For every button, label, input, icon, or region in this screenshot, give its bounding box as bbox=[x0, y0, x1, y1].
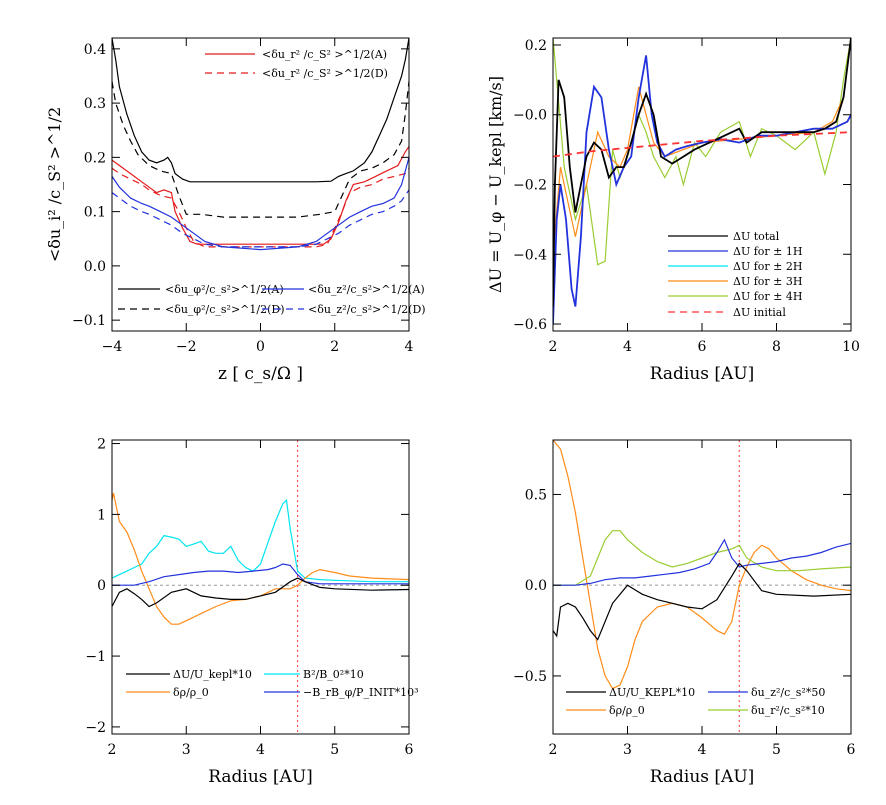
x-axis-label: z [ c_s/Ω ] bbox=[218, 364, 303, 384]
y-tick-label: 0.0 bbox=[525, 578, 547, 594]
series-line bbox=[112, 167, 409, 248]
x-tick-label: 6 bbox=[847, 742, 856, 758]
x-tick-label: 4 bbox=[698, 742, 707, 758]
legend-label: −B_rB_φ/P_INIT*10³ bbox=[303, 686, 419, 699]
x-tick-label: −2 bbox=[176, 339, 197, 355]
x-tick-label: 10 bbox=[842, 339, 860, 355]
x-tick-label: 0 bbox=[256, 339, 265, 355]
x-axis-label: Radius [AU] bbox=[650, 364, 755, 384]
series-line bbox=[112, 157, 409, 251]
series-line bbox=[112, 563, 409, 586]
series-line bbox=[553, 38, 851, 266]
y-tick-label: −2 bbox=[85, 720, 106, 736]
series-line bbox=[112, 189, 409, 248]
legend-label: δρ/ρ_0 bbox=[173, 686, 209, 699]
chart-panel-bottom-right: 2 3 4 5 6 −0.5 0.0 0.5 Radius [AU] ΔU/U_KEPL*10 δρ… bbox=[513, 439, 856, 787]
y-tick-label: 0.0 bbox=[84, 259, 106, 275]
legend-label: ΔU total bbox=[733, 230, 780, 243]
legend-label: ΔU/U_KEPL*10 bbox=[609, 686, 695, 699]
x-tick-label: 3 bbox=[182, 742, 191, 758]
x-tick-label: 4 bbox=[623, 339, 632, 355]
legend-label: δu_r²/c_s²*10 bbox=[751, 704, 825, 717]
x-tick-label: 8 bbox=[772, 339, 781, 355]
x-tick-label: 3 bbox=[623, 742, 632, 758]
x-tick-label: 2 bbox=[108, 742, 117, 758]
series-line bbox=[553, 538, 851, 586]
y-tick-label: −0.1 bbox=[72, 313, 106, 329]
y-tick-label: 0.2 bbox=[84, 150, 106, 166]
legend-label: <δu_φ²/c_s²>^1/2(D) bbox=[165, 303, 285, 316]
chart-panel-bottom-left: 2 3 4 5 6 −2 −1 0 1 2 Radius [AU] ΔU/U_kepl*10 δρ/ρ_… bbox=[85, 437, 418, 787]
series-line bbox=[553, 38, 851, 307]
series-line bbox=[112, 492, 409, 625]
y-tick-label: 0.1 bbox=[84, 205, 106, 221]
legend-label: B²/B_0²*10 bbox=[303, 668, 364, 681]
y-tick-label: 1 bbox=[97, 507, 106, 523]
y-axis-label: <δu_i² /c_S² >^1/2 bbox=[45, 107, 64, 262]
legend-label: ΔU initial bbox=[733, 306, 786, 319]
x-axis-label: Radius [AU] bbox=[208, 767, 313, 787]
legend-label: δu_z²/c_s²*50 bbox=[751, 686, 825, 699]
series-line bbox=[112, 81, 409, 218]
y-tick-label: −1 bbox=[85, 649, 106, 665]
legend-label: <δu_z²/c_s²>^1/2(A) bbox=[308, 283, 425, 296]
series-line bbox=[553, 131, 851, 158]
legend-label: ΔU for ± 4H bbox=[733, 290, 802, 303]
series-line bbox=[112, 577, 409, 608]
x-tick-label: 2 bbox=[330, 339, 339, 355]
chart-panel-top-right: 2 4 6 8 10 −0.6 −0.4 −0.2 −0.0 0.2 Radius [AU] ΔU =… bbox=[486, 37, 860, 384]
x-tick-label: 4 bbox=[256, 742, 265, 758]
series-line bbox=[112, 146, 409, 245]
legend-label: ΔU for ± 2H bbox=[733, 260, 802, 273]
y-tick-label: 0.4 bbox=[84, 42, 106, 58]
legend-label: <δu_z²/c_s²>^1/2(D) bbox=[308, 303, 426, 316]
series-line bbox=[112, 38, 409, 183]
x-tick-label: 5 bbox=[330, 742, 339, 758]
x-tick-label: 6 bbox=[698, 339, 707, 355]
series-line bbox=[553, 530, 851, 586]
series-line bbox=[553, 55, 851, 325]
x-tick-label: 2 bbox=[549, 742, 558, 758]
legend-label: <δu_r² /c_S² >^1/2(A) bbox=[262, 48, 387, 61]
x-tick-label: 4 bbox=[405, 339, 414, 355]
legend-label: <δu_φ²/c_s²>^1/2(A) bbox=[165, 283, 284, 296]
y-tick-label: −0.6 bbox=[513, 317, 547, 333]
y-tick-label: 2 bbox=[97, 437, 106, 453]
legend-label: <δu_r² /c_S² >^1/2(D) bbox=[262, 67, 388, 80]
legend-label: ΔU/U_kepl*10 bbox=[173, 668, 252, 681]
y-tick-label: −0.0 bbox=[513, 108, 547, 124]
y-tick-label: −0.2 bbox=[513, 178, 547, 194]
x-tick-label: 6 bbox=[405, 742, 414, 758]
y-tick-label: 0.2 bbox=[525, 38, 547, 54]
x-tick-label: 2 bbox=[549, 339, 558, 355]
legend-label: ΔU for ± 3H bbox=[733, 275, 802, 288]
series-line bbox=[553, 440, 851, 690]
x-tick-label: −4 bbox=[102, 339, 123, 355]
y-tick-label: 0.3 bbox=[84, 96, 106, 112]
y-tick-label: 0 bbox=[97, 578, 106, 594]
y-tick-label: −0.5 bbox=[513, 669, 547, 685]
y-tick-label: 0.5 bbox=[525, 487, 547, 503]
legend-label: ΔU for ± 1H bbox=[733, 245, 802, 258]
plot-frame bbox=[552, 37, 852, 332]
series-line bbox=[112, 498, 409, 583]
legend-label: δρ/ρ_0 bbox=[609, 704, 645, 717]
y-axis-label: ΔU = U_φ − U_kepl [km/s] bbox=[486, 76, 505, 293]
y-tick-label: −0.4 bbox=[513, 247, 547, 263]
x-tick-label: 5 bbox=[772, 742, 781, 758]
x-axis-label: Radius [AU] bbox=[650, 767, 755, 787]
series-line bbox=[553, 562, 851, 641]
chart-panel-top-left: −4 −2 0 2 4 −0.1 0.0 0.1 0.2 0.3 0.4 z [ c_s/Ω ] <δu… bbox=[45, 37, 426, 384]
